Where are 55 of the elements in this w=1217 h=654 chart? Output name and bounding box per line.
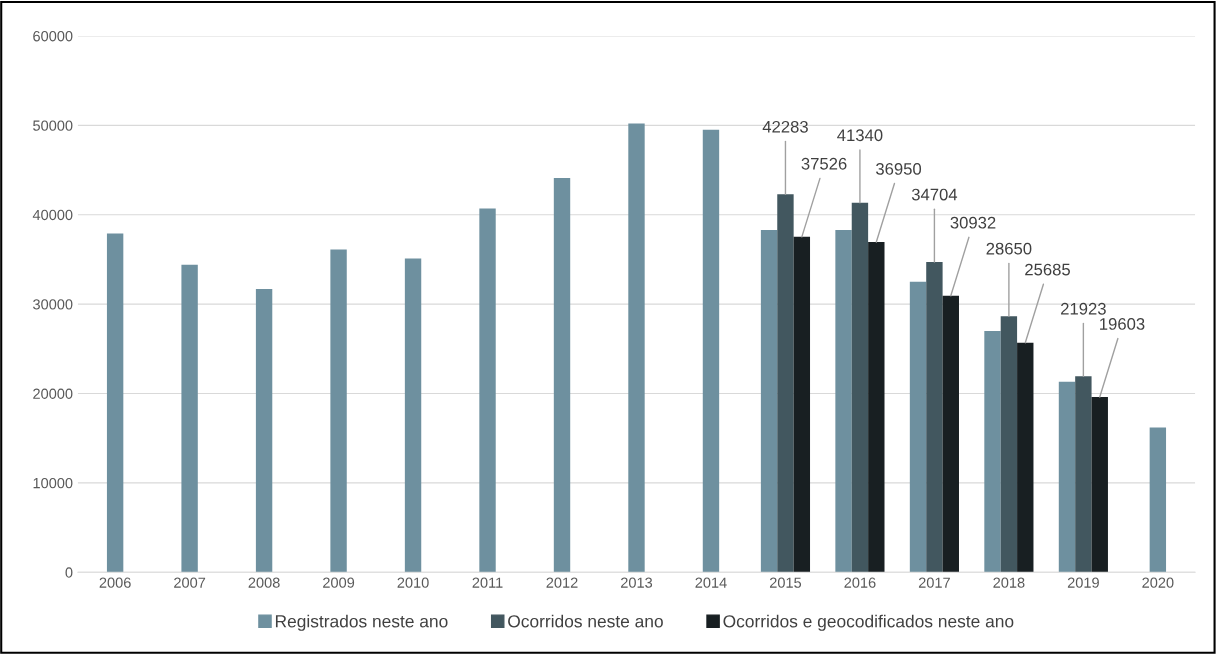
data-label: 19603 (1100, 318, 1145, 330)
legend-label: Registrados neste ano (275, 614, 448, 631)
data-label: 37526 (801, 157, 847, 170)
x-tick-label: 2011 (472, 577, 503, 588)
bar (255, 288, 273, 573)
bar (777, 194, 794, 573)
bar (926, 262, 943, 573)
bar (1000, 316, 1018, 573)
x-tick-label: 2012 (546, 577, 578, 588)
x-tick-label: 2008 (248, 577, 280, 588)
y-tick-label: 20000 (33, 388, 73, 399)
legend-label: Ocorridos e geocodificados neste ano (723, 614, 1014, 631)
x-tick-label: 2016 (844, 577, 876, 588)
x-tick-label: 2007 (174, 577, 206, 588)
data-label: 34704 (911, 188, 958, 201)
data-label: 28650 (986, 242, 1032, 255)
bar (793, 236, 811, 573)
bar (868, 241, 885, 573)
legend-label: Ocorridos neste ano (508, 614, 663, 628)
y-tick-label: 40000 (32, 209, 73, 221)
y-tick-label: 0 (65, 567, 73, 578)
x-tick-label: 2014 (695, 577, 727, 588)
bar (181, 264, 198, 573)
data-label: 25685 (1025, 263, 1070, 276)
x-tick-label: 2010 (397, 577, 429, 588)
y-tick-label: 10000 (33, 477, 73, 489)
bar (1017, 342, 1034, 573)
bar (628, 123, 645, 573)
bar (330, 249, 347, 573)
bar (1091, 397, 1108, 573)
bar (942, 295, 959, 573)
bar (702, 129, 720, 573)
data-label: 30932 (950, 216, 996, 229)
y-tick-label: 50000 (33, 120, 73, 131)
x-tick-label: 2009 (323, 577, 355, 588)
data-label: 21923 (1061, 302, 1106, 315)
data-label: 42283 (762, 120, 808, 133)
x-tick-label: 2018 (993, 577, 1025, 588)
x-tick-label: 2017 (918, 577, 950, 588)
bar (106, 233, 124, 573)
bar (851, 202, 869, 573)
bar (1149, 427, 1167, 573)
y-tick-label: 30000 (33, 299, 73, 310)
bar (1075, 376, 1092, 573)
y-tick-label: 60000 (33, 31, 73, 42)
x-tick-label: 2015 (769, 577, 802, 588)
data-label: 36950 (876, 163, 922, 175)
x-tick-label: 2006 (99, 577, 131, 588)
x-tick-label: 2013 (621, 577, 653, 588)
bar (479, 208, 496, 573)
data-label: 41340 (837, 129, 883, 142)
x-tick-label: 2019 (1067, 577, 1099, 588)
bar (553, 178, 571, 573)
x-tick-label: 2020 (1142, 577, 1174, 588)
bar (404, 258, 422, 573)
